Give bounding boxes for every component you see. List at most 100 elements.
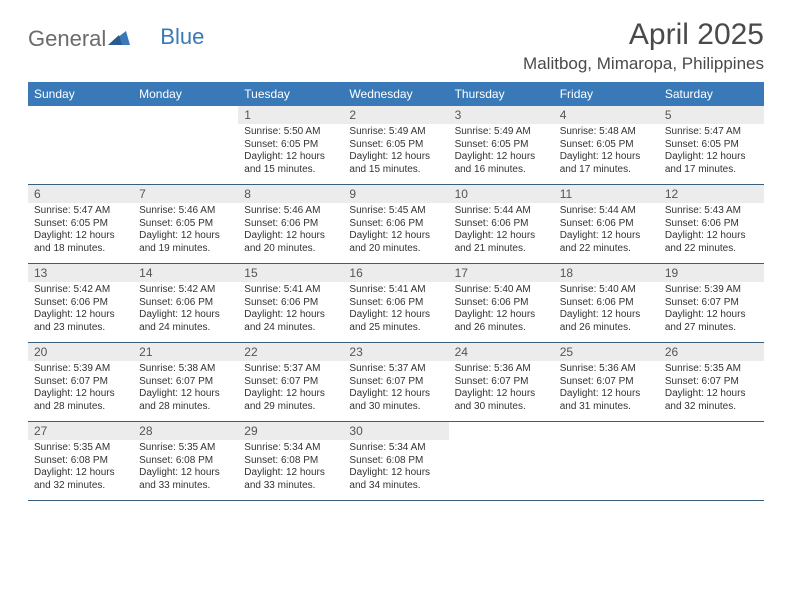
daylight-text: Daylight: 12 hours and 20 minutes. — [349, 230, 442, 255]
sunrise-text: Sunrise: 5:41 AM — [349, 284, 442, 297]
day-number: 27 — [28, 422, 133, 440]
day-number: 6 — [28, 185, 133, 203]
logo: General Blue — [28, 26, 204, 52]
logo-text-2: Blue — [160, 24, 204, 50]
daylight-text: Daylight: 12 hours and 26 minutes. — [560, 309, 653, 334]
daylight-text: Daylight: 12 hours and 26 minutes. — [455, 309, 548, 334]
day-header-mon: Monday — [133, 82, 238, 106]
daylight-text: Daylight: 12 hours and 23 minutes. — [34, 309, 127, 334]
day-number: 29 — [238, 422, 343, 440]
day-number: 19 — [659, 264, 764, 282]
day-details: Sunrise: 5:42 AMSunset: 6:06 PMDaylight:… — [133, 282, 238, 338]
daylight-text: Daylight: 12 hours and 19 minutes. — [139, 230, 232, 255]
day-details: Sunrise: 5:40 AMSunset: 6:06 PMDaylight:… — [554, 282, 659, 338]
day-header-wed: Wednesday — [343, 82, 448, 106]
calendar: Sunday Monday Tuesday Wednesday Thursday… — [28, 82, 764, 501]
day-number: 23 — [343, 343, 448, 361]
daylight-text: Daylight: 12 hours and 15 minutes. — [244, 151, 337, 176]
day-number: 1 — [238, 106, 343, 124]
day-number: 10 — [449, 185, 554, 203]
day-details: Sunrise: 5:47 AMSunset: 6:05 PMDaylight:… — [28, 203, 133, 259]
day-cell: 15Sunrise: 5:41 AMSunset: 6:06 PMDayligh… — [238, 264, 343, 342]
day-cell: 17Sunrise: 5:40 AMSunset: 6:06 PMDayligh… — [449, 264, 554, 342]
day-number — [133, 106, 238, 124]
day-number: 12 — [659, 185, 764, 203]
daylight-text: Daylight: 12 hours and 17 minutes. — [665, 151, 758, 176]
daylight-text: Daylight: 12 hours and 20 minutes. — [244, 230, 337, 255]
sunset-text: Sunset: 6:05 PM — [139, 218, 232, 231]
day-header-thu: Thursday — [449, 82, 554, 106]
day-cell: 7 Sunrise: 5:46 AMSunset: 6:05 PMDaylight… — [133, 185, 238, 263]
logo-text-1: General — [28, 26, 106, 52]
daylight-text: Daylight: 12 hours and 18 minutes. — [34, 230, 127, 255]
day-cell: 4Sunrise: 5:48 AMSunset: 6:05 PMDaylight… — [554, 106, 659, 184]
day-number: 25 — [554, 343, 659, 361]
day-cell: 19Sunrise: 5:39 AMSunset: 6:07 PMDayligh… — [659, 264, 764, 342]
day-details: Sunrise: 5:44 AMSunset: 6:06 PMDaylight:… — [449, 203, 554, 259]
daylight-text: Daylight: 12 hours and 30 minutes. — [349, 388, 442, 413]
day-number: 24 — [449, 343, 554, 361]
daylight-text: Daylight: 12 hours and 28 minutes. — [34, 388, 127, 413]
day-cell: 1Sunrise: 5:50 AMSunset: 6:05 PMDaylight… — [238, 106, 343, 184]
sunrise-text: Sunrise: 5:44 AM — [455, 205, 548, 218]
sunset-text: Sunset: 6:06 PM — [560, 297, 653, 310]
empty-cell — [659, 422, 764, 500]
sunset-text: Sunset: 6:07 PM — [455, 376, 548, 389]
sunset-text: Sunset: 6:06 PM — [349, 297, 442, 310]
day-number — [554, 422, 659, 440]
sunset-text: Sunset: 6:06 PM — [455, 297, 548, 310]
week-row: 27Sunrise: 5:35 AMSunset: 6:08 PMDayligh… — [28, 422, 764, 501]
calendar-page: General Blue April 2025 Malitbog, Mimaro… — [0, 0, 792, 519]
day-details: Sunrise: 5:49 AMSunset: 6:05 PMDaylight:… — [343, 124, 448, 180]
day-number: 5 — [659, 106, 764, 124]
week-row: 1Sunrise: 5:50 AMSunset: 6:05 PMDaylight… — [28, 106, 764, 185]
empty-cell — [133, 106, 238, 184]
sunrise-text: Sunrise: 5:46 AM — [139, 205, 232, 218]
day-cell: 5Sunrise: 5:47 AMSunset: 6:05 PMDaylight… — [659, 106, 764, 184]
day-number: 3 — [449, 106, 554, 124]
day-cell: 21Sunrise: 5:38 AMSunset: 6:07 PMDayligh… — [133, 343, 238, 421]
sunrise-text: Sunrise: 5:36 AM — [560, 363, 653, 376]
day-number: 13 — [28, 264, 133, 282]
sunrise-text: Sunrise: 5:37 AM — [244, 363, 337, 376]
sunrise-text: Sunrise: 5:44 AM — [560, 205, 653, 218]
sunset-text: Sunset: 6:06 PM — [244, 297, 337, 310]
week-row: 20Sunrise: 5:39 AMSunset: 6:07 PMDayligh… — [28, 343, 764, 422]
day-details: Sunrise: 5:36 AMSunset: 6:07 PMDaylight:… — [449, 361, 554, 417]
day-cell: 16Sunrise: 5:41 AMSunset: 6:06 PMDayligh… — [343, 264, 448, 342]
sunset-text: Sunset: 6:06 PM — [244, 218, 337, 231]
sunrise-text: Sunrise: 5:47 AM — [34, 205, 127, 218]
day-cell: 3Sunrise: 5:49 AMSunset: 6:05 PMDaylight… — [449, 106, 554, 184]
sunrise-text: Sunrise: 5:46 AM — [244, 205, 337, 218]
daylight-text: Daylight: 12 hours and 25 minutes. — [349, 309, 442, 334]
sunrise-text: Sunrise: 5:39 AM — [665, 284, 758, 297]
day-number: 20 — [28, 343, 133, 361]
day-number: 4 — [554, 106, 659, 124]
day-details: Sunrise: 5:35 AMSunset: 6:07 PMDaylight:… — [659, 361, 764, 417]
day-number: 8 — [238, 185, 343, 203]
day-cell: 10Sunrise: 5:44 AMSunset: 6:06 PMDayligh… — [449, 185, 554, 263]
day-details: Sunrise: 5:49 AMSunset: 6:05 PMDaylight:… — [449, 124, 554, 180]
day-details: Sunrise: 5:39 AMSunset: 6:07 PMDaylight:… — [28, 361, 133, 417]
day-number: 7 — [133, 185, 238, 203]
day-details: Sunrise: 5:43 AMSunset: 6:06 PMDaylight:… — [659, 203, 764, 259]
sunset-text: Sunset: 6:05 PM — [349, 139, 442, 152]
daylight-text: Daylight: 12 hours and 29 minutes. — [244, 388, 337, 413]
day-details: Sunrise: 5:44 AMSunset: 6:06 PMDaylight:… — [554, 203, 659, 259]
day-details: Sunrise: 5:50 AMSunset: 6:05 PMDaylight:… — [238, 124, 343, 180]
sunrise-text: Sunrise: 5:35 AM — [139, 442, 232, 455]
daylight-text: Daylight: 12 hours and 32 minutes. — [665, 388, 758, 413]
day-number: 18 — [554, 264, 659, 282]
day-number: 22 — [238, 343, 343, 361]
day-number: 9 — [343, 185, 448, 203]
sunrise-text: Sunrise: 5:42 AM — [139, 284, 232, 297]
sunset-text: Sunset: 6:07 PM — [244, 376, 337, 389]
daylight-text: Daylight: 12 hours and 28 minutes. — [139, 388, 232, 413]
daylight-text: Daylight: 12 hours and 22 minutes. — [665, 230, 758, 255]
day-cell: 28Sunrise: 5:35 AMSunset: 6:08 PMDayligh… — [133, 422, 238, 500]
day-number: 21 — [133, 343, 238, 361]
sunrise-text: Sunrise: 5:41 AM — [244, 284, 337, 297]
sunrise-text: Sunrise: 5:35 AM — [34, 442, 127, 455]
sunset-text: Sunset: 6:06 PM — [455, 218, 548, 231]
sunrise-text: Sunrise: 5:34 AM — [349, 442, 442, 455]
